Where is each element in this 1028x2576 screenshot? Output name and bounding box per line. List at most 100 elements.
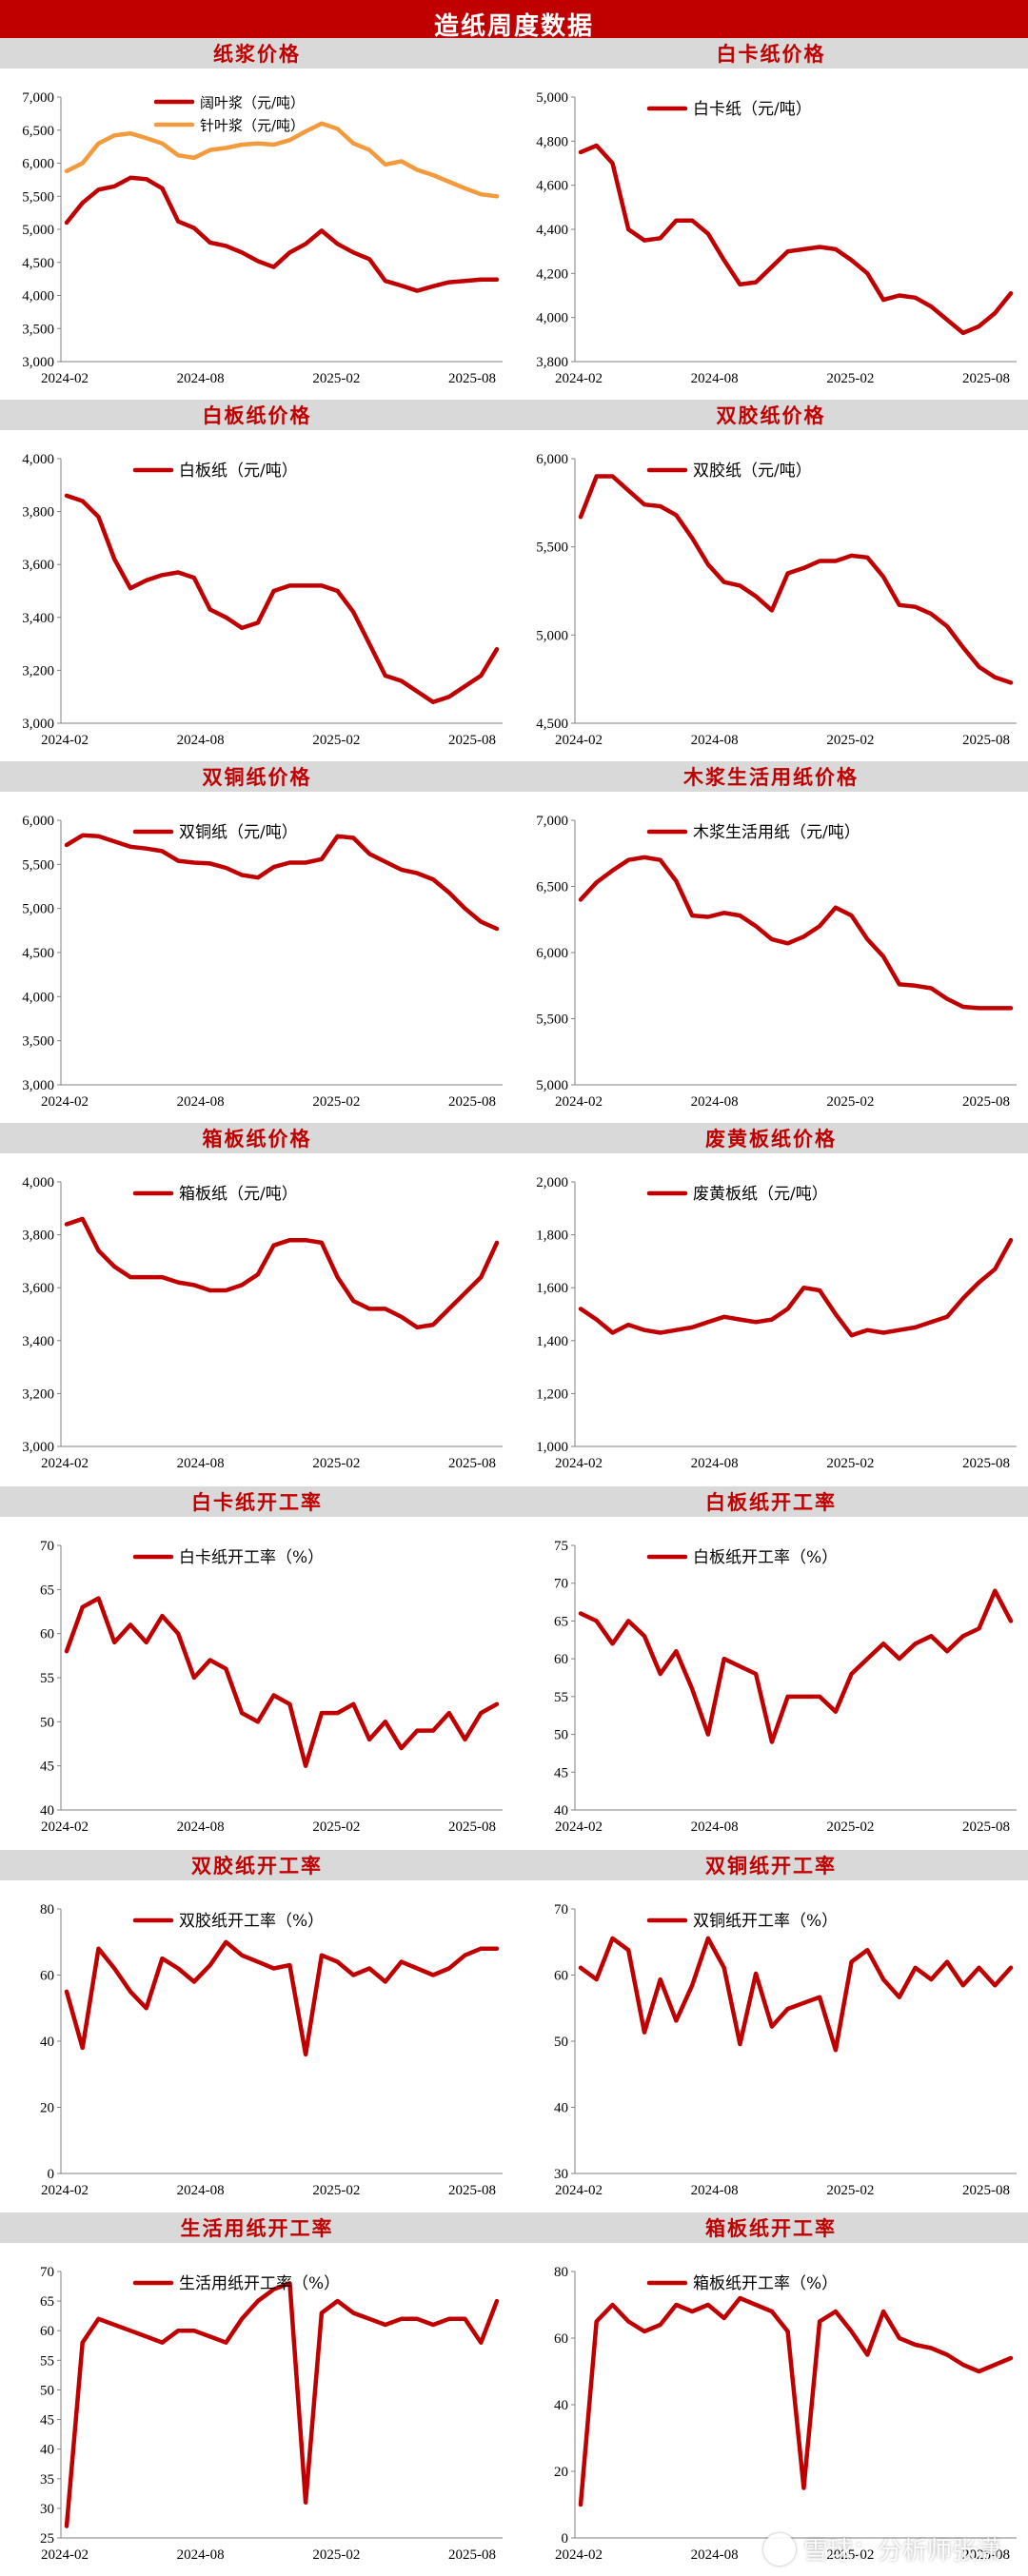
x-tick-label: 2025-08 — [962, 1456, 1010, 1471]
y-tick-label: 5,000 — [536, 90, 568, 106]
x-tick-label: 2024-08 — [177, 733, 225, 748]
y-tick-label: 50 — [40, 2383, 54, 2398]
y-tick-label: 30 — [554, 2167, 568, 2182]
y-tick-label: 5,500 — [22, 857, 54, 873]
x-tick-label: 2024-02 — [41, 2183, 89, 2198]
chart-svg: 0 20 40 60 80 2024-02 2024-08 2025-02 2025-08 箱板纸… — [554, 2265, 1017, 2563]
chart-svg: 3,000 3,500 4,000 4,500 5,000 5,500 6,000 2024-… — [22, 814, 503, 1110]
chart-panel-coated-paper-price: 双铜纸价格 3,000 3,500 4,000 4,500 5,000 5,500 6,00… — [0, 761, 514, 1123]
x-tick-label: 2024-02 — [555, 2547, 603, 2563]
chart-panel-white-card-utilization: 白卡纸开工率 40 45 50 55 60 65 70 2024-02 2024-08 2025-… — [0, 1486, 514, 1848]
legend-label: 双铜纸开工率（%） — [693, 1912, 838, 1931]
chart-svg: 3,000 3,500 4,000 4,500 5,000 5,500 6,000 6,500… — [22, 90, 503, 386]
series-line — [64, 121, 500, 199]
x-tick-label: 2024-08 — [177, 1456, 225, 1471]
y-tick-label: 45 — [40, 2413, 54, 2429]
y-tick-label: 75 — [554, 1539, 568, 1554]
series-line — [578, 143, 1014, 336]
series-line — [578, 1936, 1014, 2053]
y-tick-label: 55 — [554, 1690, 568, 1705]
series-line — [578, 2295, 1014, 2507]
legend-label: 箱板纸（元/吨） — [179, 1185, 298, 1204]
y-tick-label: 45 — [40, 1760, 54, 1775]
chart-title: 木浆生活用纸价格 — [514, 761, 1028, 792]
chart-title: 白卡纸开工率 — [0, 1486, 514, 1517]
series-line — [64, 1939, 500, 2057]
y-tick-label: 4,800 — [536, 134, 568, 149]
y-tick-label: 3,500 — [22, 1034, 54, 1050]
y-tick-label: 3,000 — [22, 717, 54, 732]
x-tick-label: 2025-02 — [312, 2183, 360, 2198]
y-tick-label: 4,000 — [536, 311, 568, 326]
x-tick-label: 2025-02 — [312, 1456, 360, 1471]
y-tick-label: 55 — [40, 1671, 54, 1686]
series-line — [64, 175, 500, 293]
legend-label: 生活用纸开工率（%） — [179, 2274, 340, 2293]
y-tick-label: 4,600 — [536, 179, 568, 194]
y-tick-label: 3,500 — [22, 322, 54, 337]
y-tick-label: 80 — [40, 1902, 54, 1917]
x-tick-label: 2025-08 — [448, 1094, 496, 1110]
x-tick-label: 2024-02 — [555, 733, 603, 748]
chart-panel-tissue-price: 木浆生活用纸价格 5,000 5,500 6,000 6,500 7,000 2024-0… — [514, 761, 1028, 1123]
x-tick-label: 2025-08 — [448, 1456, 496, 1471]
y-tick-label: 1,200 — [536, 1386, 568, 1402]
chart-svg: 25 30 35 40 45 50 55 60 65 70 2024-02 2024-08 2025-0… — [40, 2265, 503, 2563]
x-tick-label: 2025-02 — [826, 2547, 874, 2563]
x-tick-label: 2024-02 — [41, 733, 89, 748]
series-line — [578, 855, 1014, 1011]
x-tick-label: 2025-02 — [826, 371, 874, 386]
chart-title: 生活用纸开工率 — [0, 2212, 514, 2243]
y-tick-label: 60 — [40, 1627, 54, 1642]
y-tick-label: 65 — [554, 1614, 568, 1629]
y-tick-label: 70 — [554, 1902, 568, 1917]
chart-svg: 30 40 50 60 70 2024-02 2024-08 2025-02 2025-08 双铜… — [554, 1902, 1017, 2198]
y-tick-label: 50 — [554, 1728, 568, 1743]
y-tick-label: 40 — [554, 2398, 568, 2413]
y-tick-label: 4,500 — [22, 256, 54, 271]
chart-panel-waste-paper-price: 废黄板纸价格 1,000 1,200 1,400 1,600 1,800 2,000 202… — [514, 1123, 1028, 1485]
y-tick-label: 60 — [554, 1652, 568, 1667]
chart-title: 白卡纸价格 — [514, 38, 1028, 69]
legend-label: 阔叶浆（元/吨） — [200, 94, 305, 111]
y-tick-label: 60 — [554, 2331, 568, 2347]
x-tick-label: 2024-02 — [41, 1456, 89, 1471]
chart-svg: 3,800 4,000 4,200 4,400 4,600 4,800 5,000 2024-… — [536, 90, 1017, 386]
chart-panel-pulp-price: 纸浆价格 3,000 3,500 4,000 4,500 5,000 5,500 6,000… — [0, 38, 514, 400]
chart-svg: 1,000 1,200 1,400 1,600 1,800 2,000 2024-02 202… — [536, 1175, 1017, 1471]
x-tick-label: 2025-08 — [448, 1819, 496, 1835]
chart-panel-offset-paper-price: 双胶纸价格 4,500 5,000 5,500 6,000 2024-02 2024-08… — [514, 400, 1028, 761]
y-tick-label: 50 — [554, 2035, 568, 2050]
chart-title: 白板纸开工率 — [514, 1486, 1028, 1517]
y-tick-label: 5,000 — [536, 628, 568, 643]
legend-label: 双胶纸（元/吨） — [693, 462, 812, 481]
legend-label: 木浆生活用纸（元/吨） — [693, 823, 860, 842]
y-tick-label: 3,600 — [22, 1281, 54, 1296]
y-tick-label: 20 — [554, 2465, 568, 2480]
x-tick-label: 2025-08 — [448, 2183, 496, 2198]
legend-label: 白板纸（元/吨） — [179, 462, 298, 481]
y-tick-label: 30 — [40, 2502, 54, 2517]
legend-label: 白板纸开工率（%） — [693, 1548, 838, 1567]
y-tick-label: 2,000 — [536, 1175, 568, 1190]
chart-svg: 3,000 3,200 3,400 3,600 3,800 4,000 2024-02 202… — [22, 1175, 503, 1471]
snowball-logo-icon — [762, 2532, 796, 2566]
y-tick-label: 7,000 — [536, 814, 568, 829]
x-tick-label: 2025-02 — [312, 371, 360, 386]
y-tick-label: 3,200 — [22, 1386, 54, 1402]
x-tick-label: 2024-08 — [177, 1819, 225, 1835]
chart-panel-containerboard-price: 箱板纸价格 3,000 3,200 3,400 3,600 3,800 4,000 2024… — [0, 1123, 514, 1485]
y-tick-label: 0 — [562, 2531, 569, 2547]
x-tick-label: 2025-08 — [962, 2183, 1010, 2198]
chart-panel-tissue-utilization: 生活用纸开工率 25 30 35 40 45 50 55 60 65 70 2024-02 2024-… — [0, 2212, 514, 2576]
x-tick-label: 2025-02 — [312, 2547, 360, 2563]
y-tick-label: 5,000 — [22, 223, 54, 238]
y-tick-label: 3,000 — [22, 355, 54, 370]
x-tick-label: 2024-08 — [177, 2183, 225, 2198]
series-line — [64, 1216, 500, 1330]
chart-title: 白板纸价格 — [0, 400, 514, 430]
x-tick-label: 2024-08 — [177, 2547, 225, 2563]
x-tick-label: 2024-08 — [691, 1819, 739, 1835]
x-tick-label: 2025-08 — [962, 1819, 1010, 1835]
chart-svg: 40 45 50 55 60 65 70 75 2024-02 2024-08 2025-02 202… — [554, 1539, 1017, 1835]
